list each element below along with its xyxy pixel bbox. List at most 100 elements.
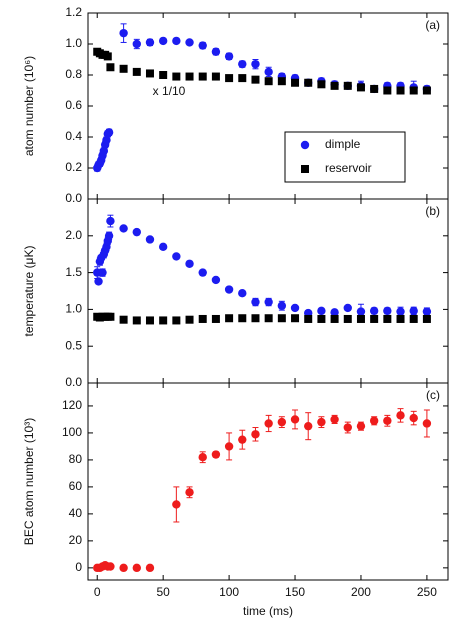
- data-point: [198, 314, 207, 323]
- data-point: [264, 297, 273, 307]
- data-point: [94, 277, 103, 286]
- y-tick-label: 0.8: [65, 67, 82, 81]
- data-point: [422, 86, 431, 95]
- data-point: [396, 314, 405, 323]
- data-point: [251, 75, 260, 84]
- data-point: [409, 413, 418, 423]
- y-tick-label: 100: [62, 425, 82, 439]
- data-point: [304, 421, 313, 431]
- data-point: [145, 235, 155, 244]
- data-point: [422, 419, 432, 428]
- data-point: [330, 415, 339, 424]
- x-tick-label: 150: [285, 585, 305, 599]
- y-tick-label: 0.2: [65, 160, 82, 174]
- data-point: [159, 71, 168, 79]
- data-point: [198, 72, 207, 81]
- data-point: [132, 67, 141, 76]
- y-tick-label: 0.4: [65, 129, 82, 143]
- data-point: [264, 67, 273, 77]
- data-point: [172, 72, 181, 81]
- data-point: [185, 72, 194, 81]
- legend-box: [284, 131, 406, 183]
- y-tick-label: 40: [69, 506, 83, 520]
- data-point: [225, 74, 234, 83]
- data-point: [185, 488, 194, 497]
- panel-label: (c): [426, 388, 440, 402]
- data-point: [396, 86, 405, 95]
- y-tick-label: 1.0: [65, 302, 82, 316]
- y-tick-label: 80: [69, 452, 83, 466]
- data-point: [277, 77, 286, 86]
- x-axis-label: time (ms): [243, 604, 293, 618]
- panel-label: (a): [425, 18, 440, 32]
- data-point: [106, 63, 115, 72]
- data-point: [238, 59, 247, 69]
- data-point: [185, 259, 194, 268]
- data-point: [383, 314, 392, 323]
- data-point: [145, 316, 154, 325]
- data-point: [317, 80, 326, 89]
- data-point: [383, 306, 392, 316]
- data-point: [106, 562, 115, 571]
- x-tick-label: 250: [417, 585, 437, 599]
- data-point: [132, 39, 141, 49]
- data-point: [106, 216, 115, 226]
- data-point: [264, 77, 273, 86]
- data-point: [132, 316, 141, 325]
- data-point: [409, 86, 418, 95]
- y-tick-label: 60: [69, 479, 83, 493]
- data-point: [172, 36, 181, 46]
- data-point: [159, 316, 168, 325]
- data-point: [172, 252, 181, 261]
- data-point: [422, 314, 431, 323]
- y-tick-label: 0.6: [65, 98, 82, 112]
- y-axis-label: temperature (μK): [22, 246, 36, 337]
- y-tick-label: 2.0: [65, 228, 82, 242]
- data-point: [251, 314, 260, 323]
- x-tick-label: 0: [94, 585, 101, 599]
- data-point: [356, 83, 365, 92]
- data-point: [343, 314, 352, 323]
- data-point: [383, 416, 392, 425]
- y-axis-label: atom number (10⁶): [22, 56, 36, 156]
- data-point: [409, 314, 418, 323]
- data-point: [198, 41, 207, 50]
- data-point: [132, 227, 141, 237]
- legend-marker: [300, 140, 310, 150]
- data-point: [264, 314, 273, 323]
- data-point: [370, 314, 379, 323]
- data-point: [211, 314, 220, 323]
- data-point: [291, 78, 300, 87]
- data-point: [145, 38, 155, 47]
- data-point: [396, 411, 405, 420]
- data-point: [291, 314, 300, 323]
- data-point: [317, 314, 326, 323]
- data-point: [304, 314, 313, 323]
- data-point: [198, 268, 207, 277]
- data-point: [238, 314, 247, 323]
- data-point: [277, 314, 286, 323]
- data-point: [185, 38, 194, 47]
- data-point: [172, 316, 181, 325]
- panel-label: (b): [425, 204, 440, 218]
- data-point: [238, 435, 247, 444]
- x-tick-label: 50: [156, 585, 170, 599]
- data-point: [251, 430, 260, 439]
- y-tick-label: 1.2: [65, 5, 82, 19]
- data-point: [106, 312, 115, 321]
- x-tick-label: 100: [219, 585, 239, 599]
- data-point: [158, 242, 168, 252]
- data-point: [225, 314, 234, 323]
- y-tick-label: 0.0: [65, 375, 82, 389]
- y-axis-label: BEC atom number (10³): [22, 418, 36, 545]
- data-point: [224, 52, 234, 61]
- data-point: [356, 307, 366, 316]
- data-point: [211, 450, 221, 459]
- y-tick-label: 20: [69, 533, 83, 547]
- data-point: [145, 563, 155, 573]
- data-point: [369, 416, 379, 425]
- data-point: [251, 297, 260, 307]
- data-point: [343, 423, 352, 432]
- data-point: [290, 303, 300, 313]
